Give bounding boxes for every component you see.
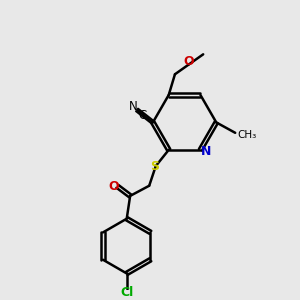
Text: O: O [184, 55, 194, 68]
Text: Cl: Cl [120, 286, 133, 299]
Text: O: O [109, 180, 119, 193]
Text: CH₃: CH₃ [238, 130, 257, 140]
Text: S: S [150, 160, 159, 172]
Text: C: C [138, 109, 146, 122]
Text: N: N [129, 100, 138, 113]
Text: N: N [200, 145, 211, 158]
